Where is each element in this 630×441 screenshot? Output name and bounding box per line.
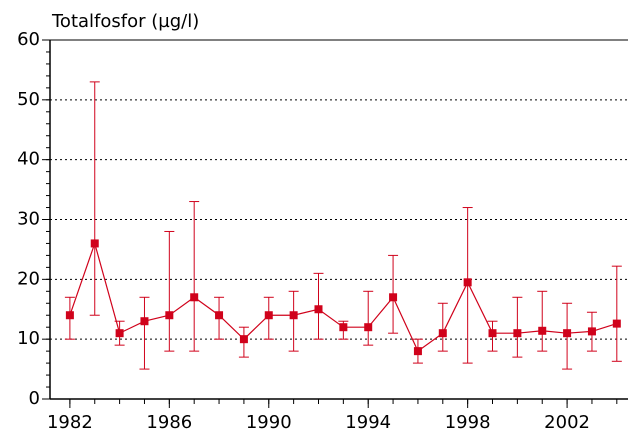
x-tick-label: 1994 — [345, 412, 391, 433]
data-point — [364, 323, 373, 332]
data-point — [389, 293, 398, 302]
data-point — [239, 335, 248, 344]
data-point — [140, 317, 149, 326]
data-point — [413, 347, 422, 356]
data-point — [289, 311, 298, 320]
y-tick-label: 40 — [17, 149, 40, 170]
x-tick-label: 1990 — [246, 412, 292, 433]
y-tick-label: 0 — [29, 388, 40, 409]
x-tick-label: 1986 — [146, 412, 192, 433]
data-point — [563, 329, 572, 338]
x-tick-label: 2002 — [544, 412, 590, 433]
data-point — [314, 305, 323, 314]
data-point — [115, 329, 124, 338]
data-point — [463, 278, 472, 287]
x-tick-label: 1982 — [47, 412, 93, 433]
data-point — [438, 329, 447, 338]
data-point — [215, 311, 224, 320]
y-tick-label: 20 — [17, 268, 40, 289]
data-point — [165, 311, 174, 320]
data-point — [538, 326, 547, 335]
data-point — [612, 319, 621, 328]
y-tick-label: 50 — [17, 89, 40, 110]
y-tick-label: 60 — [17, 29, 40, 50]
chart-title: Totalfosfor (µg/l) — [51, 11, 199, 32]
data-point — [488, 329, 497, 338]
y-tick-label: 10 — [17, 328, 40, 349]
data-point — [65, 311, 74, 320]
data-point — [90, 239, 99, 248]
data-point — [339, 323, 348, 332]
data-point — [587, 327, 596, 336]
y-tick-label: 30 — [17, 209, 40, 230]
data-point — [264, 311, 273, 320]
data-point — [513, 329, 522, 338]
x-tick-label: 1998 — [445, 412, 491, 433]
data-point — [190, 293, 199, 302]
